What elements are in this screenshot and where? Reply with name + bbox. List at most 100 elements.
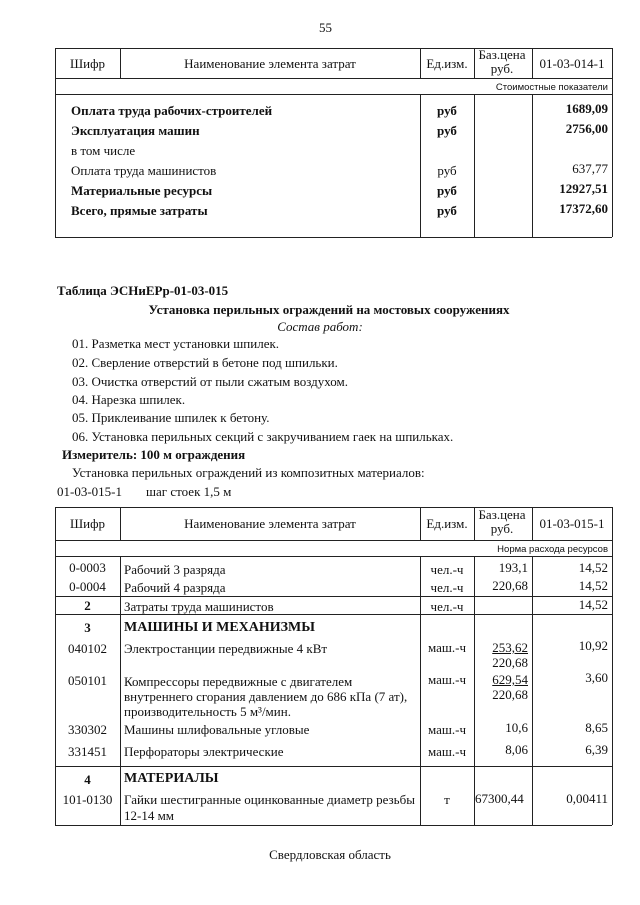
table-border bbox=[532, 556, 533, 825]
row-value: 3,60 bbox=[585, 670, 608, 685]
row-value: 17372,60 bbox=[559, 201, 608, 216]
table-border bbox=[55, 596, 612, 597]
row-price: 8,06 bbox=[505, 742, 528, 757]
row-value: 8,65 bbox=[585, 720, 608, 735]
works-heading: Состав работ: bbox=[277, 319, 363, 334]
table-border bbox=[532, 48, 533, 78]
row-price: 253,62 bbox=[492, 640, 528, 655]
row-unit: маш.-ч bbox=[427, 722, 467, 737]
table-border bbox=[420, 48, 421, 78]
row-name: Материальные ресурсы bbox=[71, 183, 213, 198]
table-border bbox=[420, 94, 421, 237]
row-value: 0,00411 bbox=[566, 791, 608, 806]
row-unit: руб bbox=[437, 183, 457, 198]
row-unit: чел.-ч bbox=[430, 599, 464, 614]
work-item: 05. Приклеивание шпилек к бетону. bbox=[72, 410, 270, 425]
row-unit: руб bbox=[437, 123, 457, 138]
row-code: 0-0004 bbox=[69, 579, 106, 594]
row-value: 10,92 bbox=[578, 638, 608, 653]
row-unit: маш.-ч bbox=[427, 672, 467, 687]
header-name: Наименование элемента затрат bbox=[184, 56, 356, 71]
header-price: Баз.цена руб. bbox=[478, 47, 526, 76]
row-unit: чел.-ч bbox=[430, 580, 464, 595]
table-border bbox=[55, 237, 612, 238]
page-number: 55 bbox=[319, 20, 332, 35]
section-title: Установка перильных ограждений на мостов… bbox=[148, 302, 510, 317]
row-name-cont: 12-14 мм bbox=[124, 808, 175, 823]
row-name: Рабочий 3 разряда bbox=[124, 562, 226, 577]
header-norm: 01-03-014-1 bbox=[539, 56, 605, 71]
subheader: Норма расхода ресурсов bbox=[497, 544, 608, 555]
row-code: 050101 bbox=[68, 673, 107, 688]
row-price-alt: 220,68 bbox=[492, 687, 528, 702]
row-unit: руб bbox=[437, 203, 457, 218]
row-name: Оплата труда рабочих-строителей bbox=[71, 103, 273, 118]
footer-region: Свердловская область bbox=[269, 847, 391, 862]
table-label: Таблица ЭСНиЕРр-01-03-015 bbox=[57, 283, 229, 298]
table-border bbox=[55, 540, 612, 541]
section-heading: МАТЕРИАЛЫ bbox=[124, 771, 219, 786]
row-code: 4 bbox=[84, 772, 91, 787]
row-name-cont: производительность 5 м³/мин. bbox=[124, 704, 291, 719]
row-price-alt: 220,68 bbox=[492, 655, 528, 670]
header-price: Баз.цена руб. bbox=[478, 507, 526, 536]
table-border bbox=[55, 78, 612, 79]
row-unit: маш.-ч bbox=[427, 640, 467, 655]
row-value: 14,52 bbox=[578, 578, 608, 593]
row-code: 101-0130 bbox=[62, 792, 113, 807]
header-code: Шифр bbox=[70, 516, 105, 531]
row-price: 67300,44 bbox=[475, 791, 524, 806]
row-value: 14,52 bbox=[578, 560, 608, 575]
table-border bbox=[120, 556, 121, 825]
table-border bbox=[532, 507, 533, 540]
row-price: 220,68 bbox=[492, 578, 528, 593]
row-unit: т bbox=[444, 792, 450, 807]
table-border bbox=[55, 556, 612, 557]
meter: Измеритель: 100 м ограждения bbox=[62, 447, 246, 462]
table-border bbox=[55, 94, 612, 95]
row-name: в том числе bbox=[71, 143, 136, 158]
row-price: 10,6 bbox=[505, 720, 528, 735]
row-price: 629,54 bbox=[492, 672, 528, 687]
header-norm: 01-03-015-1 bbox=[539, 516, 605, 531]
row-unit: маш.-ч bbox=[427, 744, 467, 759]
row-code: 330302 bbox=[68, 722, 107, 737]
work-item: 01. Разметка мест установки шпилек. bbox=[72, 336, 280, 351]
row-name: Гайки шестигранные оцинкованные диаметр … bbox=[124, 792, 415, 807]
table-border bbox=[55, 48, 612, 49]
row-name: Электростанции передвижные 4 кВт bbox=[124, 641, 328, 656]
row-name: Затраты труда машинистов bbox=[124, 599, 274, 614]
table-border bbox=[612, 507, 613, 825]
table-border bbox=[474, 94, 475, 237]
table-border bbox=[120, 48, 121, 78]
table-border bbox=[532, 94, 533, 237]
row-value: 1689,09 bbox=[565, 101, 608, 116]
row-code: 331451 bbox=[68, 744, 107, 759]
work-item: 02. Сверление отверстий в бетоне под шпи… bbox=[72, 355, 338, 370]
table-border bbox=[612, 48, 613, 237]
header-code: Шифр bbox=[70, 56, 105, 71]
header-unit: Ед.изм. bbox=[426, 516, 468, 531]
section-heading: МАШИНЫ И МЕХАНИЗМЫ bbox=[124, 620, 316, 635]
row-value: 2756,00 bbox=[565, 121, 608, 136]
table-border bbox=[55, 507, 612, 508]
variant-text: шаг стоек 1,5 м bbox=[146, 484, 232, 499]
row-code: 0-0003 bbox=[69, 560, 106, 575]
header-unit: Ед.изм. bbox=[426, 56, 468, 71]
work-item: 06. Установка перильных секций с закручи… bbox=[72, 429, 454, 444]
description: Установка перильных ограждений из композ… bbox=[72, 465, 425, 480]
row-unit: руб bbox=[437, 103, 457, 118]
table-border bbox=[55, 766, 612, 767]
table-border bbox=[420, 556, 421, 825]
row-unit: чел.-ч bbox=[430, 562, 464, 577]
row-name: Перфораторы электрические bbox=[124, 744, 284, 759]
row-name: Эксплуатация машин bbox=[71, 123, 200, 138]
row-value: 6,39 bbox=[585, 742, 608, 757]
row-name: Компрессоры передвижные с двигателем bbox=[124, 674, 353, 689]
header-name: Наименование элемента затрат bbox=[184, 516, 356, 531]
row-price: 193,1 bbox=[498, 560, 528, 575]
table-border bbox=[474, 48, 475, 78]
row-value: 637,77 bbox=[572, 161, 608, 176]
table-border bbox=[55, 614, 612, 615]
